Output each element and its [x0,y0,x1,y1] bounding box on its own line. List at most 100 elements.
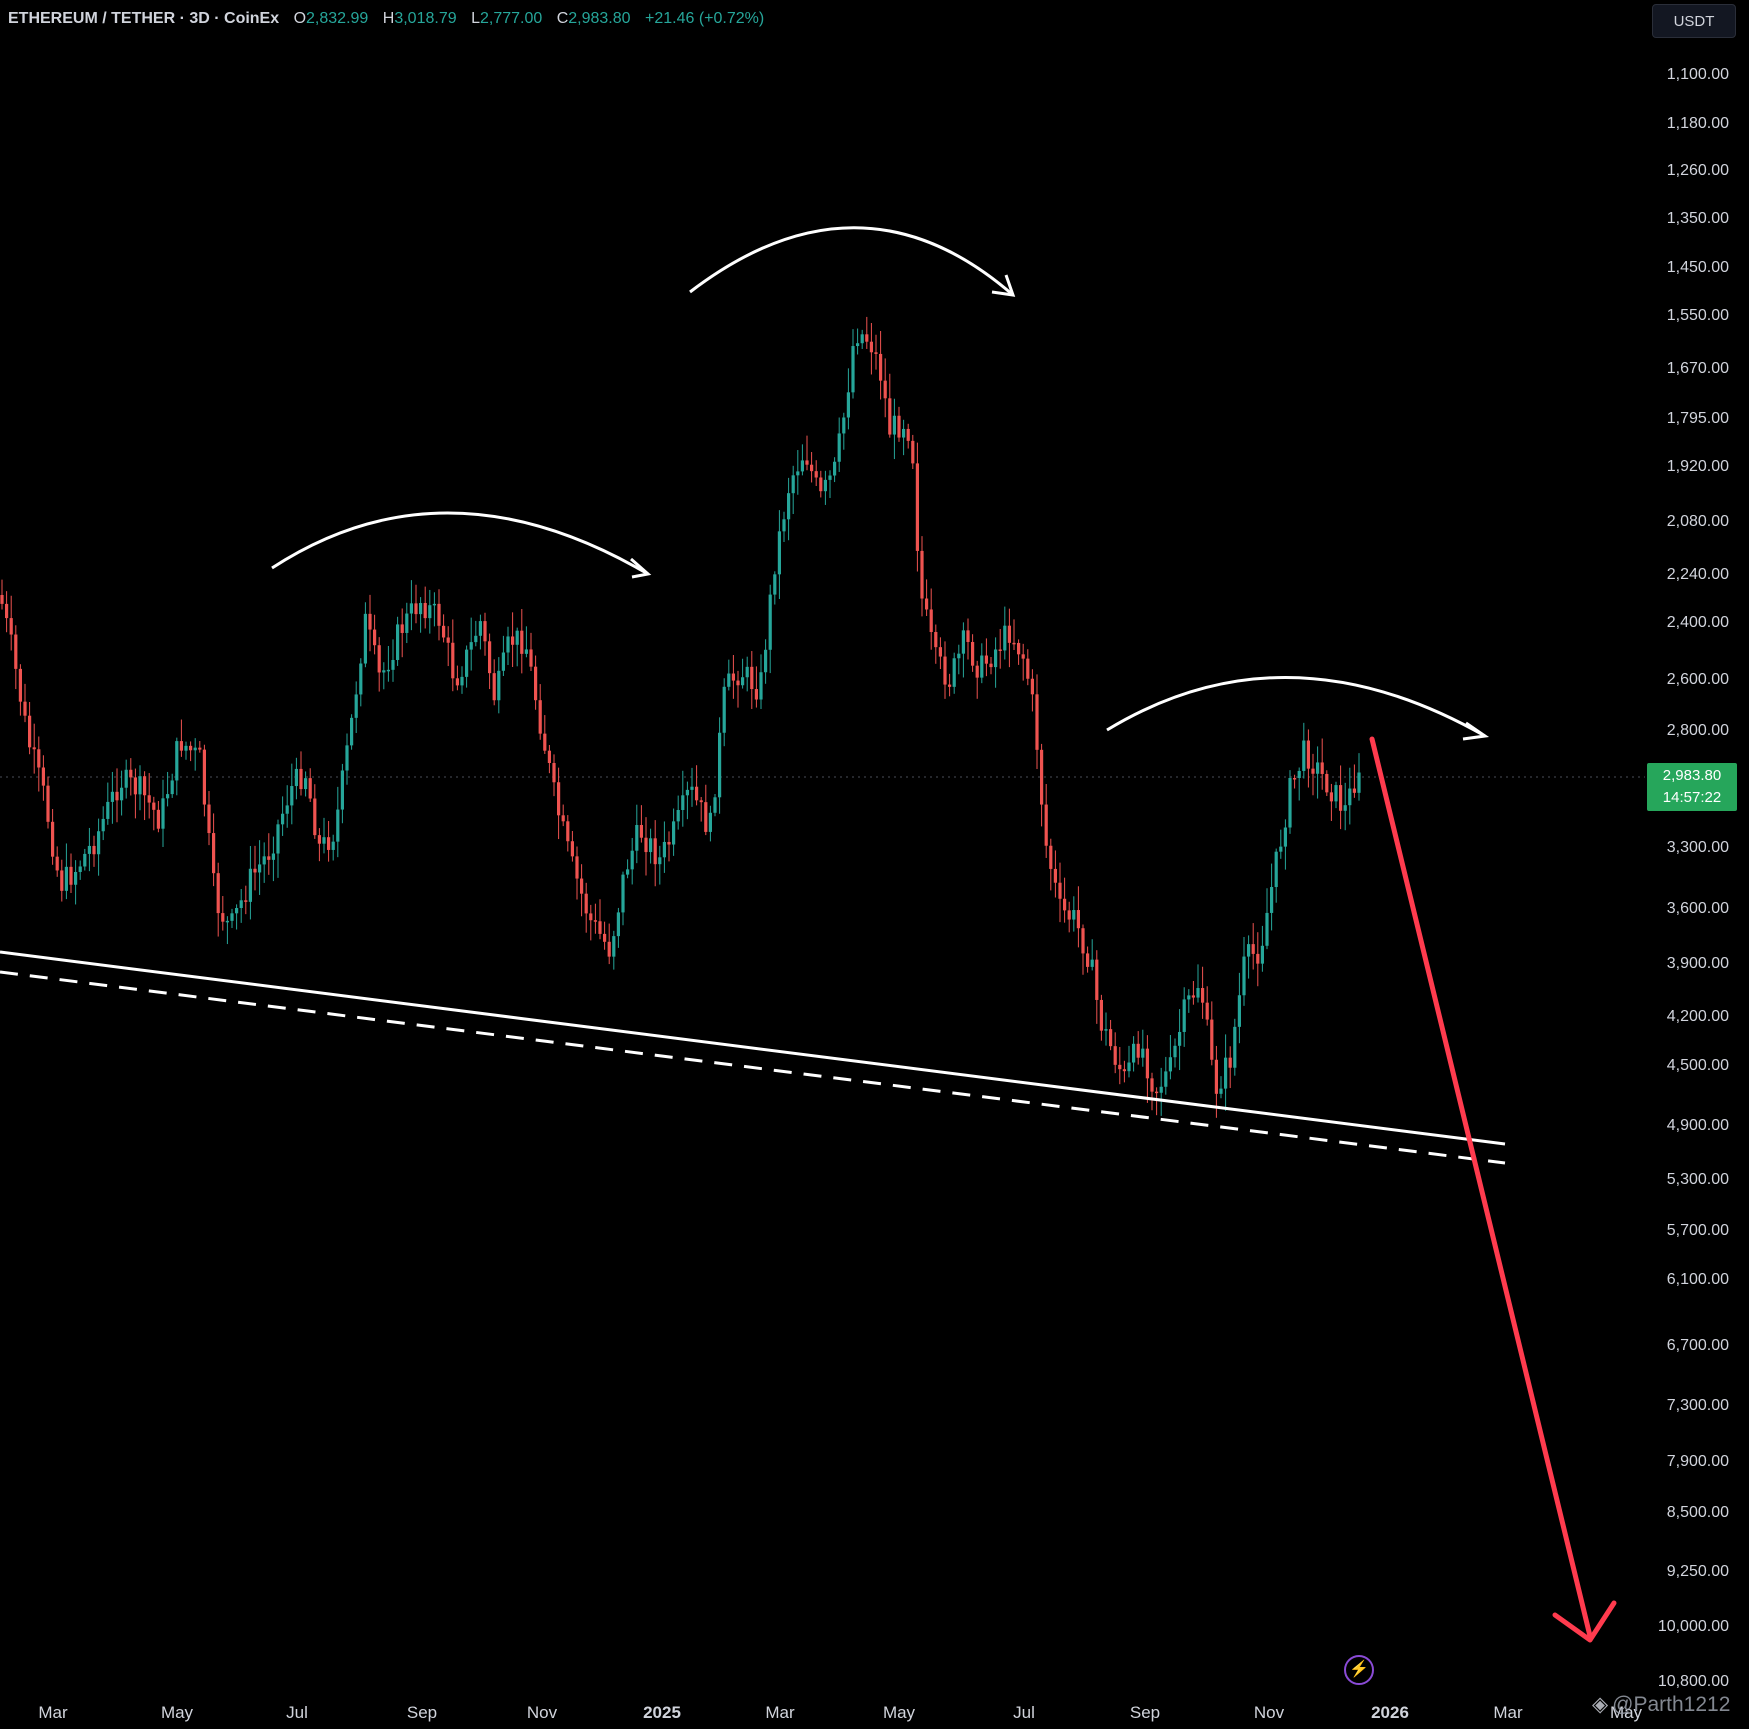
candle-body [386,669,390,672]
author-watermark: ◈ @Parth1212 [1592,1692,1730,1717]
candle-body [856,343,860,347]
candle-body [497,670,501,701]
price-axis-label: 2,400.00 [1667,614,1729,631]
candle-body [1297,770,1301,779]
candle-body [773,574,777,595]
candle-body [391,659,395,670]
candle-body [607,941,611,957]
left-shoulder-arc[interactable] [271,511,652,579]
neckline-solid[interactable] [0,950,1506,1146]
candle-body [285,805,289,814]
candle-body [547,750,551,764]
candle-body [842,417,846,434]
candle-body [819,477,823,492]
candle-body [846,392,850,418]
candle-body [754,689,758,700]
candle-body [1017,642,1021,655]
candle-body [308,778,312,799]
candle-body [800,460,804,472]
neckline-dashed[interactable] [0,970,1506,1165]
candle-body [1003,625,1007,651]
candle-body [1311,768,1315,774]
candle-body [32,747,36,750]
candle-body [805,460,809,465]
open-value: 2,832.99 [306,10,369,27]
time-axis-label: Nov [527,1703,558,1722]
candle-body [892,415,896,435]
candle-body [1219,1088,1223,1094]
candle-body [938,647,942,657]
head-arc[interactable] [689,226,1016,297]
candle-body [455,678,459,686]
candle-body [511,636,515,645]
candle-body [994,649,998,668]
candle-body [1118,1064,1122,1070]
price-axis-label: 2,080.00 [1667,513,1729,530]
candle-body [253,868,257,873]
candle-body [837,433,841,462]
price-axis-label: 4,200.00 [1667,1008,1729,1025]
time-axis[interactable]: Mar May Jul Sep Nov 2025 Mar May Jul Sep Nov 2026 Ma… [38,1703,1642,1722]
price-axis[interactable]: 1,100.00 1,180.00 1,260.00 1,350.00 1,450.00… [1658,66,1729,1690]
bar-countdown: 14:57:22 [1662,789,1722,806]
forecast-arrow-line[interactable] [1369,736,1593,1639]
right-shoulder-arc[interactable] [1106,675,1490,741]
candle-body [603,933,607,942]
high-value: 3,018.79 [394,10,457,27]
candle-body [1127,1062,1131,1072]
candle-body [184,745,188,751]
price-axis-label: 2,600.00 [1667,671,1729,688]
candle-body [1145,1048,1149,1079]
candle-body [327,837,331,850]
candle-body [1265,912,1269,946]
candle-body [768,594,772,650]
candle-body [1256,953,1260,964]
candle-body [23,701,27,716]
candle-body [345,745,349,771]
candle-body [359,663,363,695]
candle-body [1159,1086,1163,1093]
candle-body [1026,658,1030,679]
price-axis-label: 1,450.00 [1667,259,1729,276]
candle-body [943,656,947,685]
left-shoulder-arc-head [630,557,652,579]
price-axis-label: 9,250.00 [1667,1563,1729,1580]
candle-body [529,649,533,667]
candle-body [764,649,768,673]
candle-body [244,900,248,902]
candle-body [662,841,666,858]
price-axis-label: 7,900.00 [1667,1453,1729,1470]
candle-body [975,665,979,678]
price-axis-label: 3,900.00 [1667,955,1729,972]
candle-body [722,686,726,733]
candle-body [1343,805,1347,811]
candle-body [446,637,450,643]
candle-body [396,624,400,660]
candle-body [1099,999,1103,1031]
candle-body [575,856,579,879]
time-axis-label: 2025 [643,1703,681,1722]
candle-body [1067,910,1071,920]
candle-body [1063,898,1067,911]
candle-body [474,635,478,643]
candle-body [1104,1029,1108,1031]
candle-body [759,672,763,700]
candle-body [961,630,965,654]
candle-body [290,786,294,806]
price-axis-label: 1,100.00 [1667,66,1729,83]
candle-body [883,380,887,399]
candle-body [1210,1019,1214,1060]
candle-body [198,747,202,750]
candle-body [152,802,156,810]
currency-button[interactable]: USDT [1652,4,1736,38]
close-value: 2,983.80 [568,10,631,27]
price-axis-label: 1,350.00 [1667,210,1729,227]
candle-body [478,621,482,636]
candle-body [1205,1002,1209,1020]
candle-body [1132,1043,1136,1063]
lightning-icon[interactable]: ⚡ [1344,1655,1374,1685]
last-price: 2,983.80 [1662,767,1722,784]
candle-body [248,868,252,902]
candle-body [1113,1046,1117,1065]
